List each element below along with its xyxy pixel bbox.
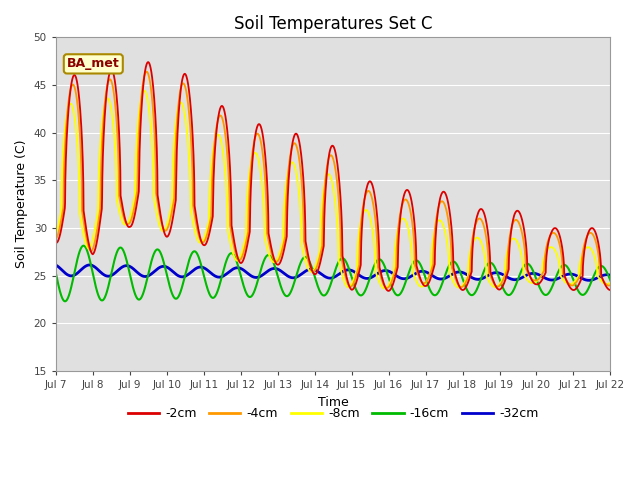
-32cm	[349, 268, 357, 274]
-2cm	[385, 288, 392, 294]
-4cm	[362, 193, 369, 199]
-2cm	[52, 240, 60, 246]
-8cm	[207, 170, 214, 176]
-2cm	[144, 59, 152, 65]
-32cm	[86, 262, 93, 268]
-16cm	[607, 277, 614, 283]
-16cm	[362, 287, 369, 293]
-8cm	[362, 207, 369, 213]
-8cm	[607, 280, 614, 286]
-32cm	[362, 276, 369, 281]
-2cm	[207, 224, 214, 230]
Legend: -2cm, -4cm, -8cm, -16cm, -32cm: -2cm, -4cm, -8cm, -16cm, -32cm	[123, 402, 543, 425]
-2cm	[349, 286, 357, 292]
-8cm	[495, 282, 502, 288]
-4cm	[495, 284, 502, 289]
-16cm	[61, 299, 69, 304]
Line: -4cm: -4cm	[56, 72, 611, 288]
-4cm	[573, 278, 581, 284]
-4cm	[558, 255, 566, 261]
Line: -8cm: -8cm	[56, 91, 611, 288]
Y-axis label: Soil Temperature (C): Soil Temperature (C)	[15, 140, 28, 268]
-4cm	[349, 281, 357, 287]
-8cm	[140, 88, 148, 94]
Text: BA_met: BA_met	[67, 58, 120, 71]
Title: Soil Temperatures Set C: Soil Temperatures Set C	[234, 15, 433, 33]
Line: -2cm: -2cm	[56, 62, 611, 291]
-2cm	[362, 191, 369, 197]
-16cm	[349, 280, 357, 286]
-4cm	[207, 216, 214, 222]
-2cm	[495, 287, 502, 292]
-16cm	[52, 270, 60, 276]
-8cm	[52, 232, 60, 238]
Line: -16cm: -16cm	[56, 246, 611, 301]
-4cm	[52, 237, 60, 242]
-2cm	[558, 243, 566, 249]
-8cm	[349, 277, 357, 283]
-32cm	[607, 272, 614, 278]
-32cm	[558, 274, 566, 280]
-16cm	[573, 286, 581, 292]
-8cm	[381, 286, 388, 291]
-16cm	[207, 294, 215, 300]
-4cm	[607, 282, 614, 288]
X-axis label: Time: Time	[318, 396, 349, 408]
-16cm	[495, 274, 502, 280]
-32cm	[573, 273, 581, 279]
-16cm	[80, 243, 88, 249]
-32cm	[585, 277, 593, 283]
-2cm	[573, 284, 581, 290]
-8cm	[558, 275, 566, 281]
-8cm	[573, 275, 581, 281]
-4cm	[143, 69, 150, 74]
Line: -32cm: -32cm	[56, 265, 611, 280]
-4cm	[383, 285, 391, 291]
-32cm	[495, 270, 502, 276]
-16cm	[558, 263, 566, 269]
-32cm	[52, 262, 60, 268]
-32cm	[207, 270, 214, 276]
-2cm	[607, 287, 614, 293]
